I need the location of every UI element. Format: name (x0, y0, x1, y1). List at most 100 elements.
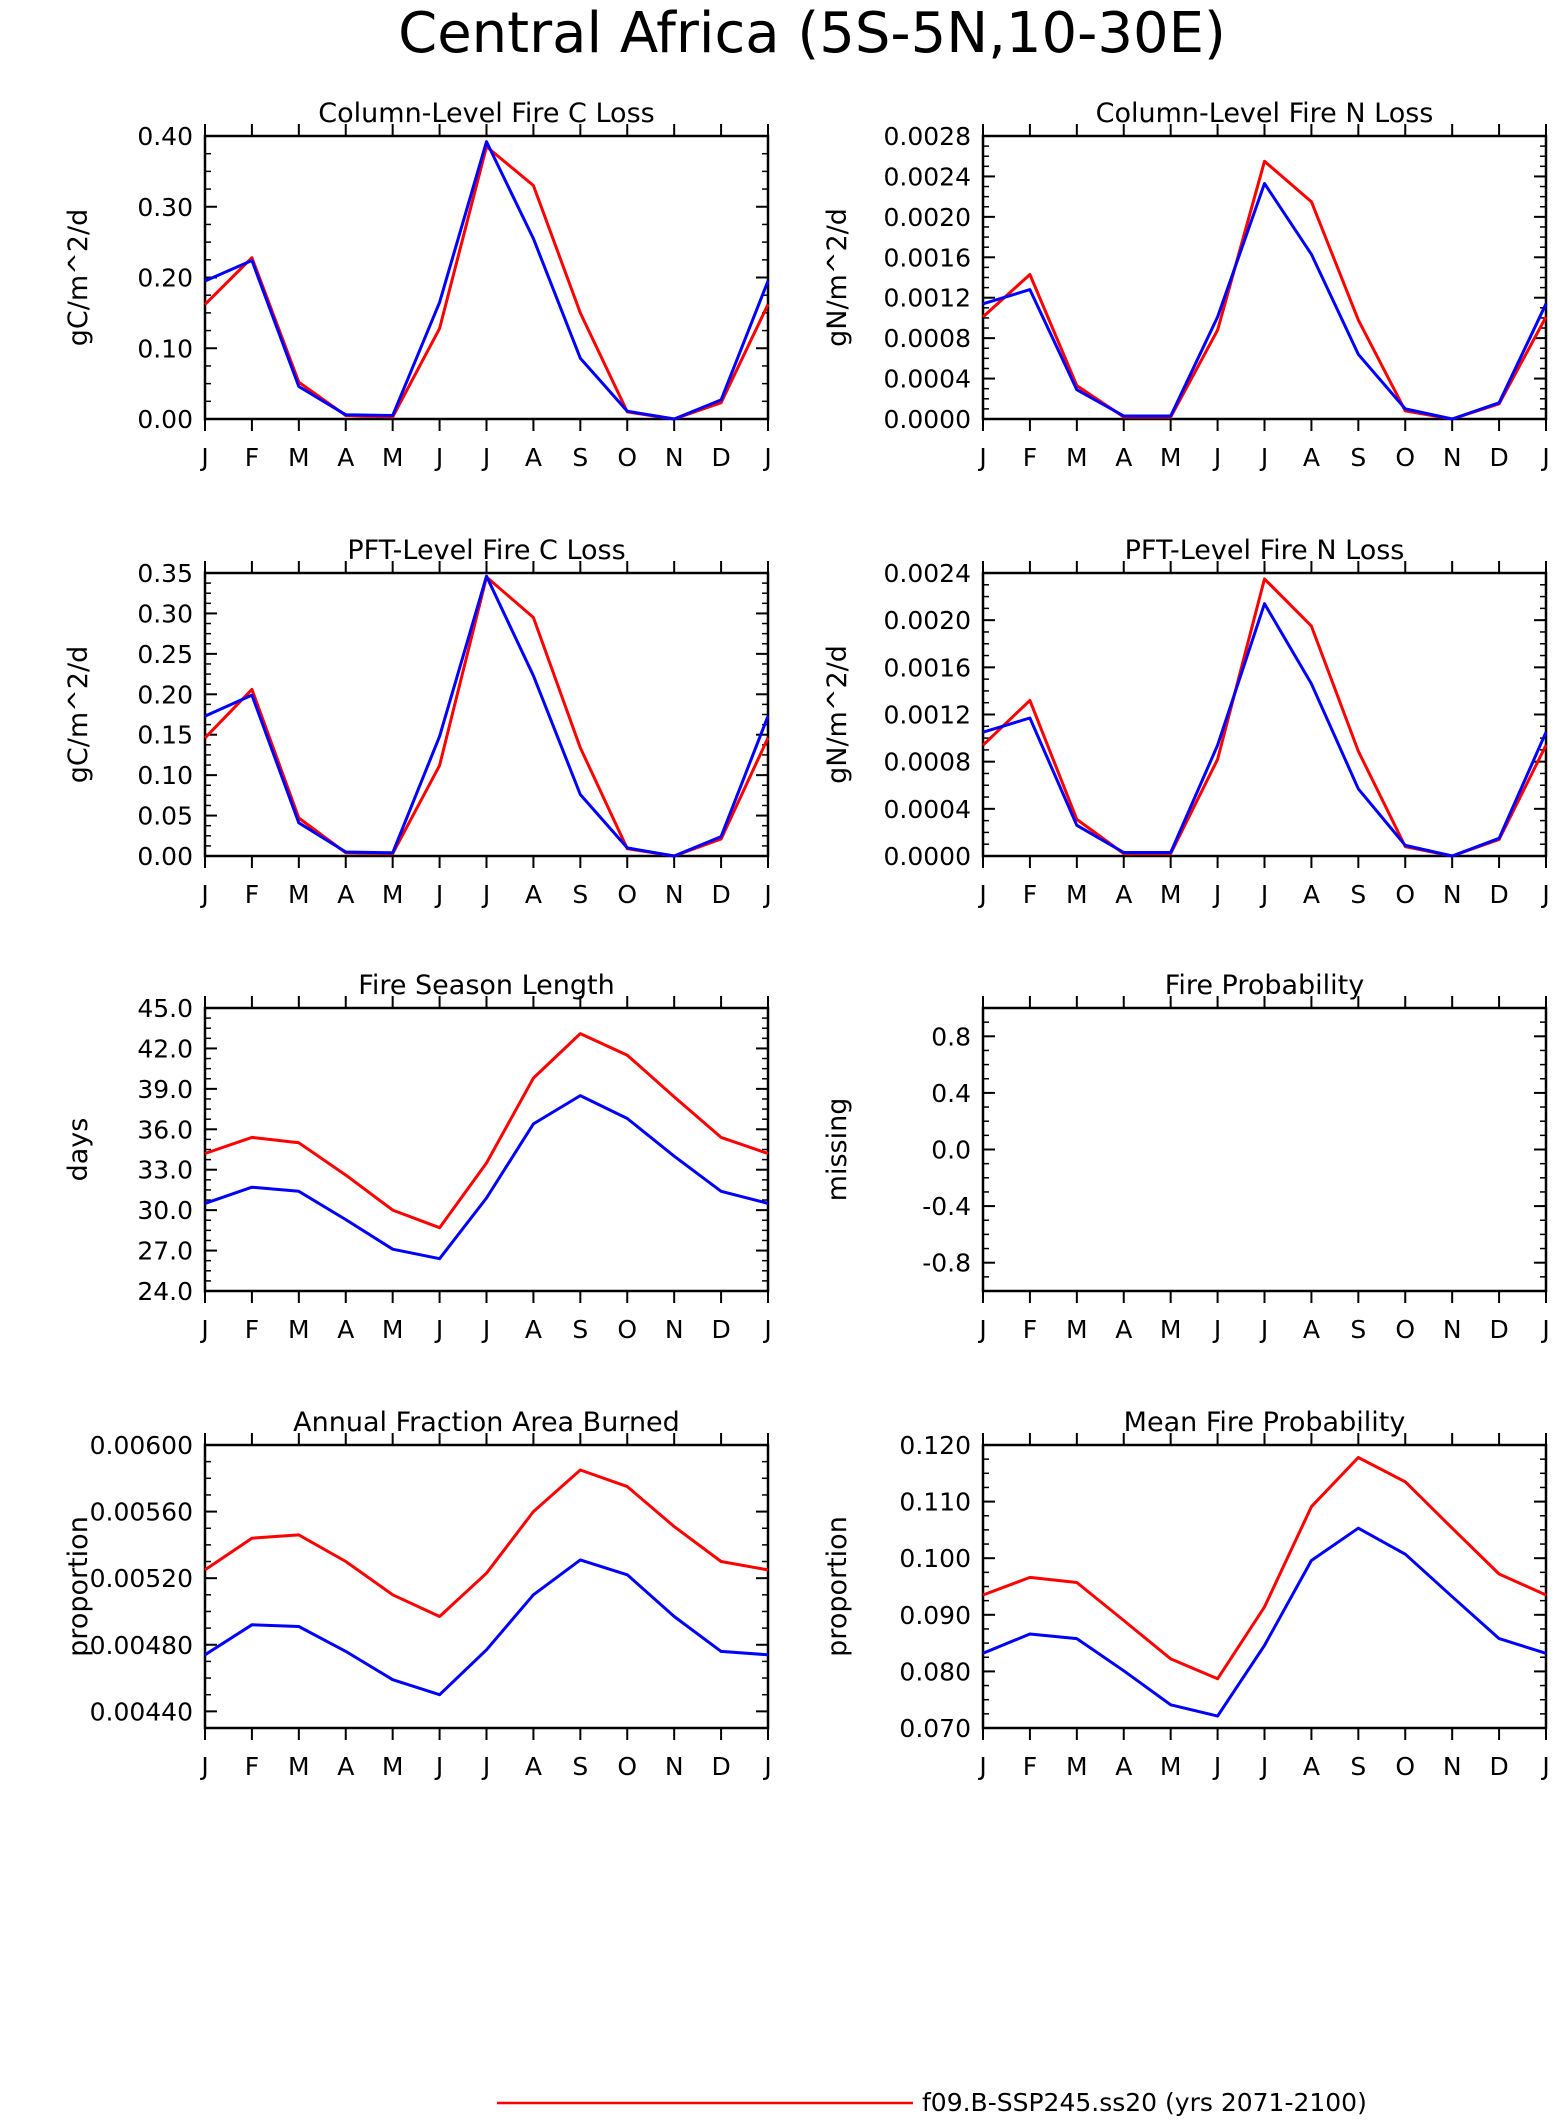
y-tick-label: 0.0012 (884, 701, 971, 730)
y-tick-label: 0.070 (899, 1714, 971, 1743)
x-tick-label: D (711, 1752, 730, 1781)
x-tick-label: O (1395, 1315, 1415, 1344)
x-tick-label: J (434, 1752, 443, 1781)
y-tick-label: 0.25 (137, 640, 193, 669)
series-line (204, 1094, 769, 1261)
x-tick-label: J (1259, 1752, 1268, 1781)
plot-frame (981, 1006, 1548, 1293)
y-axis-label: days (63, 1118, 94, 1182)
chart-panel: PFT-Level Fire N Loss gN/m^2/d 0.0000 0.000… (822, 535, 1550, 909)
y-tick-label: 0.0016 (884, 653, 971, 682)
plot-frame (981, 134, 1548, 421)
x-tick-label: N (665, 880, 684, 909)
y-tick-label: 0.20 (137, 680, 193, 709)
x-tick-label: M (288, 1752, 310, 1781)
y-tick-label: 0.8 (931, 1022, 971, 1051)
y-tick-label: 0.0012 (884, 284, 971, 313)
chart-panel: Mean Fire Probability proportion 0.070 0.08… (822, 1407, 1550, 1781)
plot-frame (203, 134, 770, 421)
y-tick-label: 36.0 (137, 1115, 193, 1144)
x-tick-label: J (1259, 443, 1268, 472)
x-tick-label: J (1212, 443, 1221, 472)
chart-panel: Annual Fraction Area Burnedproportion0.0… (63, 1407, 772, 1781)
x-tick-label: A (1303, 880, 1320, 909)
y-tick-label: 0.0000 (884, 842, 971, 871)
series-line (204, 140, 770, 421)
x-tick-label: A (525, 443, 542, 472)
x-tick-label: F (1023, 443, 1037, 472)
x-tick-label: A (337, 1752, 354, 1781)
x-tick-label: M (1160, 443, 1182, 472)
x-tick-label: O (1395, 443, 1415, 472)
chart-panel: PFT-Level Fire C Loss gC/m^2/d 0.00 0.05 0.1… (63, 535, 772, 909)
x-tick-label: N (1443, 443, 1462, 472)
x-tick-label: F (1023, 1752, 1037, 1781)
y-tick-label: 27.0 (137, 1237, 193, 1266)
x-tick-label: J (434, 443, 443, 472)
x-tick-label: A (337, 880, 354, 909)
x-tick-label: D (711, 443, 730, 472)
series-line (982, 1526, 1547, 1718)
y-axis-label: gC/m^2/d (63, 646, 94, 783)
x-tick-label: M (382, 443, 404, 472)
panel-title: Column-Level Fire N Loss (1096, 98, 1434, 129)
x-tick-label: A (337, 443, 354, 472)
x-tick-label: J (977, 880, 986, 909)
y-tick-label: -0.4 (922, 1192, 971, 1221)
x-tick-label: J (481, 443, 490, 472)
y-tick-label: 0.0004 (884, 795, 971, 824)
series-line (982, 602, 1548, 858)
y-tick-label: 0.110 (899, 1488, 971, 1517)
plot-frame (981, 1443, 1548, 1730)
y-tick-label: 0.0008 (884, 748, 971, 777)
x-tick-label: J (762, 880, 771, 909)
y-tick-label: 0.100 (899, 1544, 971, 1573)
x-tick-label: D (1489, 880, 1508, 909)
x-tick-label: D (711, 880, 730, 909)
x-tick-label: A (525, 1315, 542, 1344)
series-line (981, 577, 1548, 858)
x-tick-label: A (1115, 1315, 1132, 1344)
series-line (204, 1032, 769, 1230)
x-tick-label: M (382, 1315, 404, 1344)
x-tick-label: A (525, 1752, 542, 1781)
y-tick-label: 24.0 (137, 1277, 193, 1306)
y-tick-label: 30.0 (137, 1196, 193, 1225)
x-tick-label: M (1066, 1752, 1088, 1781)
x-tick-label: O (1395, 880, 1415, 909)
y-axis-label: proportion (822, 1516, 853, 1657)
x-tick-label: J (481, 880, 490, 909)
x-tick-label: J (977, 443, 986, 472)
y-axis-label: gN/m^2/d (822, 208, 853, 347)
x-tick-label: J (1259, 1315, 1268, 1344)
y-tick-label: 0.00520 (90, 1564, 193, 1593)
x-tick-label: A (1303, 1752, 1320, 1781)
x-tick-label: J (762, 443, 771, 472)
x-tick-label: J (199, 880, 208, 909)
x-tick-label: S (1350, 880, 1366, 909)
x-tick-label: J (481, 1315, 490, 1344)
panel-title: PFT-Level Fire N Loss (1125, 535, 1405, 566)
y-tick-label: 0.0 (931, 1136, 971, 1165)
x-tick-label: A (1115, 443, 1132, 472)
legend-label: f09.B-SSP245.ss20 (yrs 2071-2100) (922, 2088, 1367, 2117)
x-tick-label: O (617, 1752, 637, 1781)
x-tick-label: N (1443, 1752, 1462, 1781)
x-tick-label: O (617, 1315, 637, 1344)
panel-title: Fire Probability (1165, 970, 1365, 1001)
x-tick-label: M (288, 1315, 310, 1344)
x-tick-label: M (288, 443, 310, 472)
x-tick-label: F (245, 443, 259, 472)
x-tick-label: D (1489, 443, 1508, 472)
y-tick-label: 0.120 (899, 1431, 971, 1460)
x-tick-label: A (525, 880, 542, 909)
x-tick-label: J (1540, 1315, 1549, 1344)
panel-title: Fire Season Length (358, 970, 614, 1001)
y-tick-label: 0.20 (137, 264, 193, 293)
y-axis-label: gC/m^2/d (63, 209, 94, 346)
chart-panels: Column-Level Fire C Loss gC/m^2/d 0.00 0.10… (63, 98, 1550, 1781)
x-tick-label: J (977, 1752, 986, 1781)
y-tick-label: 0.30 (137, 193, 193, 222)
series-line (204, 1558, 769, 1697)
y-tick-label: 42.0 (137, 1034, 193, 1063)
